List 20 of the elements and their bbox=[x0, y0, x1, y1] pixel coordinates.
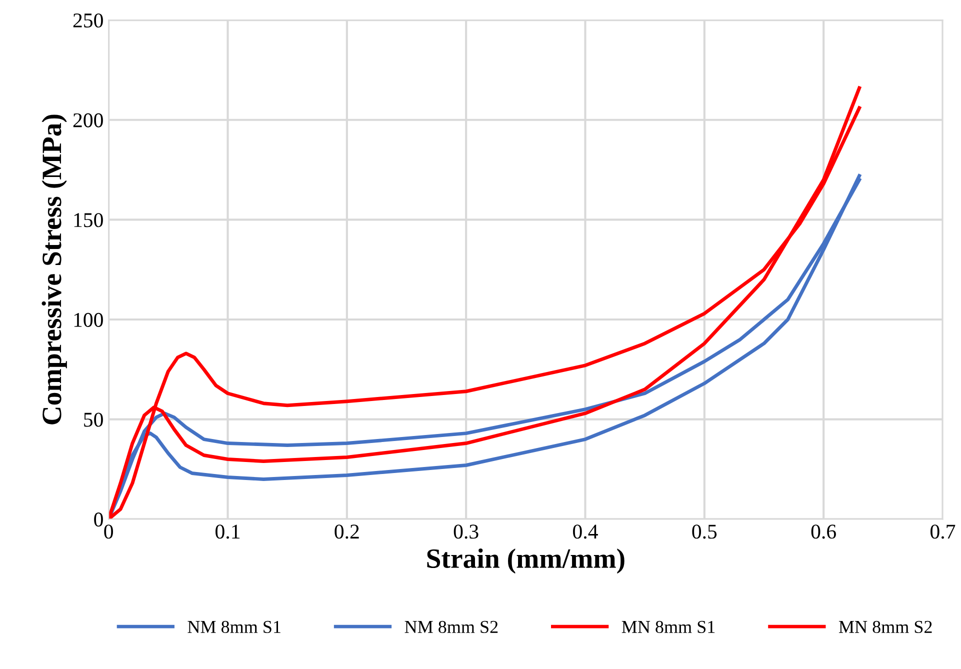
y-tick-label: 0 bbox=[94, 512, 103, 527]
y-tick-label: 50 bbox=[84, 412, 103, 427]
x-tick-label: 0.3 bbox=[454, 524, 478, 539]
legend-label: NM 8mm S2 bbox=[404, 620, 498, 634]
y-tick-label: 250 bbox=[73, 13, 103, 28]
x-tick-label: 0 bbox=[104, 524, 114, 539]
legend-label: MN 8mm S2 bbox=[838, 620, 932, 634]
x-tick-label: 0.5 bbox=[692, 524, 717, 539]
x-tick-label: 0.4 bbox=[573, 524, 598, 539]
x-axis-title: Strain (mm/mm) bbox=[427, 548, 624, 574]
y-tick-label: 150 bbox=[74, 213, 103, 228]
x-tick-label: 0.7 bbox=[930, 524, 956, 539]
y-tick-label: 100 bbox=[74, 312, 103, 327]
legend-label: NM 8mm S1 bbox=[188, 620, 280, 634]
y-tick-label: 200 bbox=[73, 113, 103, 128]
x-tick-label: 0.2 bbox=[334, 524, 359, 539]
y-axis-title: Compressive Stress (MPa) bbox=[42, 114, 67, 424]
x-tick-label: 0.6 bbox=[811, 524, 836, 539]
x-tick-label: 0.1 bbox=[216, 524, 240, 539]
legend-label: MN 8mm S1 bbox=[622, 620, 715, 634]
